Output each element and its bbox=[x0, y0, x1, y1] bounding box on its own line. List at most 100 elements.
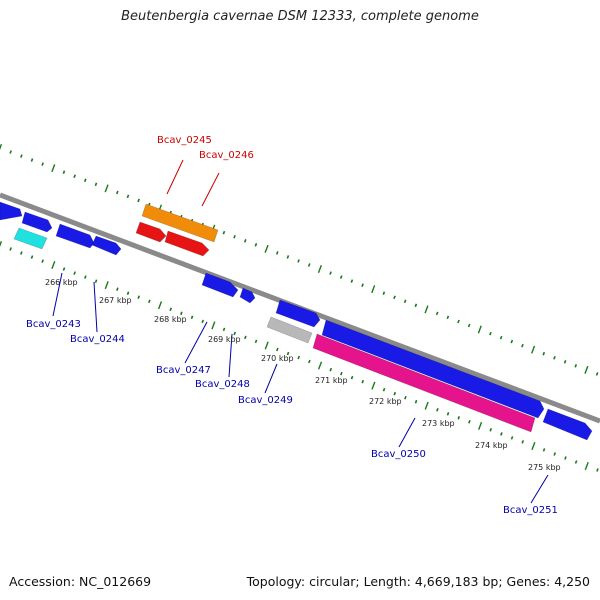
major-tick bbox=[424, 401, 429, 410]
minor-tick bbox=[73, 271, 76, 275]
minor-tick bbox=[564, 456, 567, 460]
gene-arrow[interactable] bbox=[91, 235, 122, 256]
minor-tick bbox=[574, 364, 578, 368]
minor-tick bbox=[169, 307, 173, 312]
minor-tick bbox=[329, 367, 333, 372]
gene-label-bcav-0244[interactable]: Bcav_0244 bbox=[70, 334, 125, 345]
major-tick bbox=[104, 281, 109, 290]
gene-label-bcav-0247[interactable]: Bcav_0247 bbox=[156, 365, 211, 376]
minor-tick bbox=[510, 339, 514, 344]
minor-tick bbox=[9, 150, 12, 154]
position-label: 269 kbp bbox=[208, 335, 241, 344]
gene-label-bcav-0250[interactable]: Bcav_0250 bbox=[371, 449, 426, 460]
position-label: 270 kbp bbox=[261, 354, 294, 363]
gene-arrow[interactable] bbox=[21, 211, 53, 233]
minor-tick bbox=[276, 347, 279, 352]
minor-tick bbox=[84, 275, 87, 279]
gene-label-bcav-0249[interactable]: Bcav_0249 bbox=[238, 395, 293, 406]
major-tick bbox=[104, 184, 109, 193]
minor-tick bbox=[521, 440, 525, 444]
minor-tick bbox=[233, 235, 236, 239]
minor-tick bbox=[446, 412, 450, 416]
minor-tick bbox=[350, 375, 354, 380]
minor-tick bbox=[201, 319, 205, 324]
minor-tick bbox=[436, 408, 439, 412]
minor-tick bbox=[393, 295, 396, 300]
minor-tick bbox=[382, 387, 386, 392]
gene-label-bcav-0243[interactable]: Bcav_0243 bbox=[26, 319, 81, 330]
minor-tick bbox=[115, 190, 119, 195]
gene-arrow-bcav-0248[interactable] bbox=[239, 287, 256, 304]
minor-tick bbox=[137, 198, 140, 203]
accession-text: Accession: NC_012669 bbox=[9, 574, 152, 589]
minor-tick bbox=[30, 255, 34, 259]
minor-tick bbox=[457, 319, 460, 324]
position-label: 275 kbp bbox=[528, 463, 561, 472]
outer-tick-ring bbox=[0, 144, 599, 376]
gene-arrow-bcav-0245[interactable] bbox=[141, 203, 219, 243]
gene-arrow-bcav-0249-top[interactable] bbox=[275, 299, 321, 328]
minor-tick bbox=[521, 343, 524, 348]
minor-tick bbox=[308, 359, 311, 364]
minor-tick bbox=[510, 436, 514, 440]
topology-text: Topology: circular; Length: 4,669,183 bp… bbox=[246, 574, 590, 589]
major-tick bbox=[371, 285, 376, 294]
minor-tick bbox=[542, 448, 546, 452]
minor-tick bbox=[126, 291, 130, 295]
gene-label-bcav-0251[interactable]: Bcav_0251 bbox=[503, 505, 558, 516]
minor-tick bbox=[595, 372, 599, 376]
minor-tick bbox=[137, 295, 141, 299]
minor-tick bbox=[414, 303, 418, 308]
minor-tick bbox=[244, 335, 247, 340]
gene-label-bcav-0248[interactable]: Bcav_0248 bbox=[195, 379, 250, 390]
minor-tick bbox=[307, 263, 311, 267]
minor-tick bbox=[329, 271, 332, 275]
minor-tick bbox=[275, 251, 279, 255]
major-tick bbox=[317, 361, 323, 370]
minor-tick bbox=[393, 391, 397, 396]
gene-arrow-bcav-0246-a[interactable] bbox=[135, 221, 167, 243]
gene-arrow-bcav-0243[interactable] bbox=[13, 227, 48, 250]
minor-tick bbox=[286, 255, 290, 259]
minor-tick bbox=[404, 395, 407, 400]
gene-arrow[interactable] bbox=[0, 201, 23, 221]
gene-arrow-bcav-0250-top[interactable] bbox=[321, 319, 545, 419]
map-title: Beutenbergia cavernae DSM 12333, complet… bbox=[121, 9, 479, 24]
minor-tick bbox=[62, 267, 66, 271]
minor-tick bbox=[596, 468, 599, 472]
minor-tick bbox=[553, 356, 556, 360]
minor-tick bbox=[83, 178, 87, 183]
gene-arrow-bcav-0247[interactable] bbox=[201, 272, 239, 298]
minor-tick bbox=[542, 351, 546, 356]
gene-arrow-bcav-0251[interactable] bbox=[542, 408, 593, 441]
gene-arrow-bcav-0250[interactable] bbox=[312, 333, 536, 433]
minor-tick bbox=[574, 460, 578, 464]
minor-tick bbox=[382, 291, 386, 295]
minor-tick bbox=[254, 243, 258, 247]
minor-tick bbox=[94, 279, 98, 283]
minor-tick bbox=[243, 239, 247, 243]
gene-arrow-bcav-0246-b[interactable] bbox=[164, 230, 210, 257]
minor-tick bbox=[190, 315, 194, 320]
minor-tick bbox=[286, 351, 290, 356]
gene-arrow[interactable] bbox=[55, 223, 95, 249]
major-tick bbox=[264, 341, 269, 350]
position-label: 274 kbp bbox=[475, 441, 508, 450]
minor-tick bbox=[499, 335, 503, 340]
position-label: 271 kbp bbox=[315, 376, 348, 385]
gene-label-bcav-0246[interactable]: Bcav_0246 bbox=[199, 150, 254, 161]
position-label: 272 kbp bbox=[369, 397, 402, 406]
gene-label-bcav-0245[interactable]: Bcav_0245 bbox=[157, 135, 212, 146]
major-tick bbox=[51, 261, 56, 270]
minor-tick bbox=[467, 323, 471, 328]
major-tick bbox=[157, 301, 163, 310]
inner-tick-ring bbox=[0, 241, 599, 472]
minor-tick bbox=[403, 299, 407, 304]
minor-tick bbox=[73, 174, 76, 178]
gene-labels: Bcav_0245 Bcav_0246 Bcav_0243 Bcav_0244 … bbox=[26, 135, 558, 516]
major-tick bbox=[0, 144, 3, 150]
minor-tick bbox=[233, 331, 237, 336]
gene-arrow-bcav-0249[interactable] bbox=[266, 316, 313, 344]
minor-tick bbox=[468, 420, 471, 424]
